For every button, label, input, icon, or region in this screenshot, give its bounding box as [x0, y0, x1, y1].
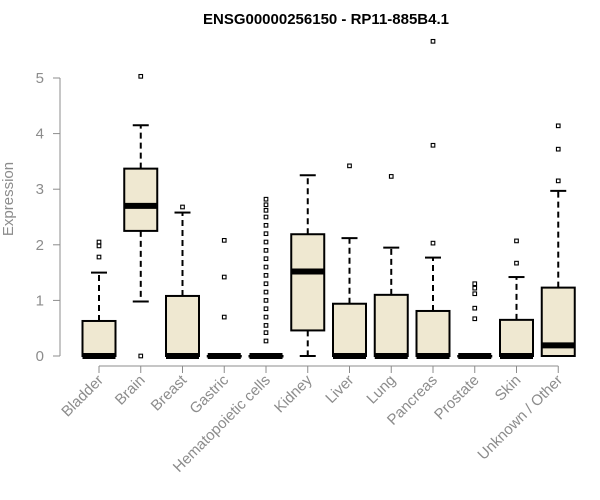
outlier-point [514, 260, 519, 266]
outlier-point [96, 243, 102, 249]
outlier-point [263, 202, 269, 208]
outlier-point [263, 306, 269, 312]
outlier-point [555, 146, 561, 152]
outlier-point [514, 238, 519, 244]
y-tick-label: 2 [36, 237, 44, 254]
outlier-point [347, 163, 352, 169]
y-axis: 0 1 2 3 4 5 [36, 70, 61, 365]
outlier-point [263, 231, 269, 237]
outlier-point [180, 204, 185, 210]
x-tick-label: Skin [492, 372, 525, 405]
y-tick-label: 3 [36, 181, 44, 198]
box-iqr [81, 319, 117, 357]
outlier-point [263, 214, 269, 220]
box-iqr [499, 318, 534, 357]
y-tick-label: 0 [36, 348, 44, 365]
box-10 [457, 281, 493, 359]
outlier-point [138, 73, 144, 79]
box-11 [499, 238, 534, 359]
y-tick-label: 5 [36, 70, 44, 87]
box-8 [373, 174, 409, 359]
x-tick-label: Prostate [431, 372, 483, 424]
outlier-point [472, 305, 478, 311]
outlier-point [430, 240, 436, 246]
outlier-point [221, 238, 227, 243]
outlier-point [263, 323, 269, 328]
outlier-point [263, 248, 269, 253]
outlier-point [263, 256, 269, 262]
outlier-point [263, 281, 269, 287]
outlier-point [221, 274, 227, 280]
box-iqr [123, 167, 159, 232]
x-tick-label: Bladder [58, 372, 107, 421]
outlier-point [555, 178, 561, 184]
box-iqr [165, 294, 200, 357]
y-tick-label: 1 [36, 292, 44, 309]
box-iqr [290, 233, 326, 332]
outlier-point [472, 291, 478, 297]
box-2 [123, 73, 159, 359]
outlier-point [430, 142, 436, 148]
outlier-point [263, 289, 269, 295]
outlier-point [263, 222, 269, 228]
box-4 [206, 238, 242, 359]
x-tick-label: Liver [322, 372, 357, 407]
outlier-point [263, 207, 269, 213]
box-1 [81, 239, 117, 359]
outlier-point [263, 330, 269, 335]
chart-title: ENSG00000256150 - RP11-885B4.1 [203, 11, 449, 28]
outlier-point [263, 314, 269, 320]
box-7 [332, 163, 367, 359]
outlier-point [96, 254, 102, 260]
y-tick-label: 4 [36, 126, 44, 143]
box-iqr [373, 293, 409, 357]
x-tick-label: Lung [363, 372, 399, 408]
box-6 [290, 174, 326, 357]
y-axis-label: Expression [0, 162, 17, 236]
outlier-point [263, 239, 269, 245]
x-tick-label: Breast [148, 371, 191, 414]
box-9 [415, 38, 451, 359]
outlier-point [138, 353, 144, 359]
x-tick-label: Kidney [271, 371, 316, 416]
box-3 [165, 204, 200, 359]
box-iqr [332, 302, 367, 357]
outlier-point [96, 239, 102, 245]
outlier-point [263, 338, 269, 344]
x-tick-label: Brain [112, 372, 149, 409]
box-5 [248, 196, 284, 359]
outlier-point [555, 123, 561, 129]
box-iqr [415, 309, 451, 357]
outlier-point [472, 316, 478, 322]
box-12 [540, 123, 576, 357]
outlier-point [263, 273, 269, 278]
outlier-point [472, 285, 478, 291]
outlier-point [472, 281, 478, 287]
outlier-point [263, 298, 269, 303]
outlier-point [221, 314, 227, 320]
outlier-point [388, 174, 394, 179]
outlier-point [263, 264, 269, 270]
outlier-point [430, 38, 436, 44]
outlier-point [263, 196, 269, 202]
boxes-layer [81, 38, 576, 359]
